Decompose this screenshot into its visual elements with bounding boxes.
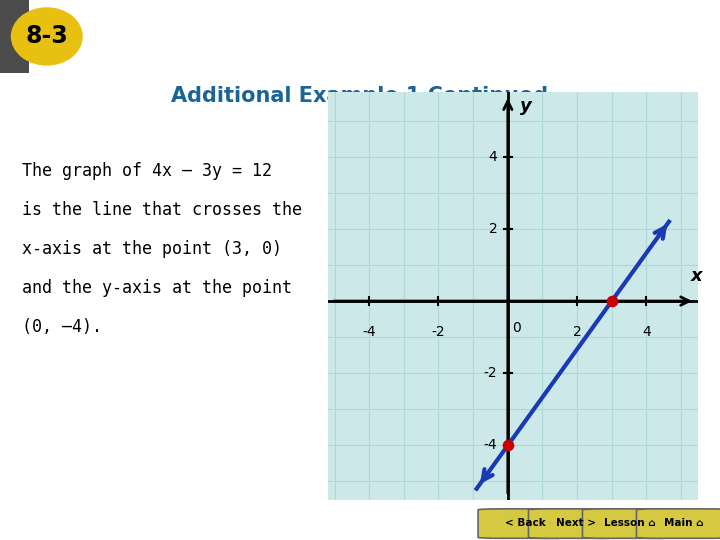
Text: -2: -2 <box>484 366 498 380</box>
Text: © HOLT McDOUGAL, All Rights Reserved: © HOLT McDOUGAL, All Rights Reserved <box>14 518 212 528</box>
Text: 0: 0 <box>512 321 521 335</box>
FancyBboxPatch shape <box>478 509 570 538</box>
Text: (0, –4).: (0, –4). <box>22 318 102 335</box>
Text: The graph of 4x – 3y = 12: The graph of 4x – 3y = 12 <box>22 162 271 180</box>
Text: Next >: Next > <box>556 518 596 528</box>
Text: Additional Example 1 Continued: Additional Example 1 Continued <box>171 86 549 106</box>
Text: x: x <box>691 267 703 285</box>
Text: Using Slopes and Intercepts: Using Slopes and Intercepts <box>104 22 588 51</box>
Point <box>606 297 618 306</box>
Text: Lesson ⌂: Lesson ⌂ <box>604 518 656 528</box>
FancyBboxPatch shape <box>582 509 675 538</box>
Text: 2: 2 <box>489 222 498 236</box>
Text: 4: 4 <box>642 325 651 339</box>
Text: 8-3: 8-3 <box>25 24 68 49</box>
Text: x-axis at the point (3, 0): x-axis at the point (3, 0) <box>22 240 282 258</box>
Text: < Back: < Back <box>505 518 546 528</box>
Text: -4: -4 <box>484 438 498 453</box>
Bar <box>0 0 29 73</box>
Text: and the y-axis at the point: and the y-axis at the point <box>22 279 292 296</box>
Text: y: y <box>520 97 531 115</box>
Text: -2: -2 <box>432 325 445 339</box>
Ellipse shape <box>11 7 83 65</box>
FancyBboxPatch shape <box>636 509 720 538</box>
Text: Main ⌂: Main ⌂ <box>665 518 703 528</box>
Point <box>502 441 513 450</box>
Text: 2: 2 <box>572 325 582 339</box>
Text: -4: -4 <box>362 325 376 339</box>
Text: is the line that crosses the: is the line that crosses the <box>22 201 302 219</box>
Text: 4: 4 <box>489 150 498 164</box>
FancyBboxPatch shape <box>528 509 621 538</box>
